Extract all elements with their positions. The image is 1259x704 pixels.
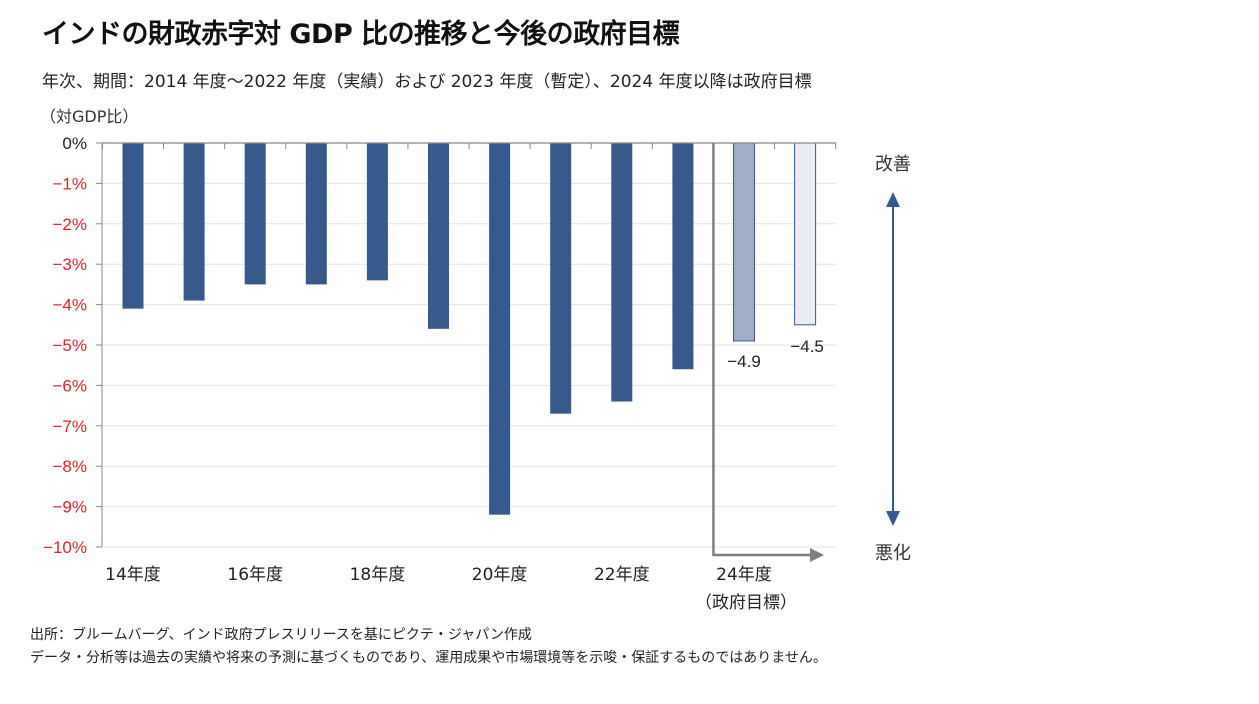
x-tick-label: 22年度: [594, 565, 650, 585]
source-note: 出所：ブルームバーグ、インド政府プレスリリースを基にピクテ・ジャパン作成: [30, 627, 532, 643]
y-tick-label: 0%: [62, 134, 87, 153]
bar-25年度: [794, 142, 817, 326]
y-axis-unit-label: （対GDP比）: [40, 107, 139, 126]
bar-21年度: [550, 143, 572, 414]
improve-label: 改善: [875, 154, 911, 175]
target-note-label: （政府目標）: [695, 593, 797, 613]
y-tick-label: −5%: [53, 336, 88, 355]
bar-19年度: [428, 143, 449, 329]
x-tick-label: 20年度: [472, 565, 528, 585]
y-tick-label: −9%: [53, 498, 88, 517]
x-tick-labels: 14年度 16年度 18年度 20年度 22年度 24年度: [105, 565, 772, 585]
x-tick-label: 16年度: [227, 565, 283, 585]
disclaimer-note: データ・分析等は過去の実績や将来の予測に基づくものであり、運用成果や市場環境等を…: [30, 650, 827, 666]
x-tick-label: 14年度: [105, 565, 161, 585]
x-tick-label: 18年度: [350, 565, 406, 585]
target-period-bracket: [712, 143, 812, 557]
y-tick-label: −7%: [53, 417, 88, 436]
data-label: −4.5: [790, 337, 824, 356]
worsen-label: 悪化: [875, 543, 911, 564]
target-period-arrowhead-icon: [810, 548, 824, 562]
bar-15年度: [183, 143, 205, 301]
chart-title: インドの財政赤字対 GDP 比の推移と今後の政府目標: [42, 19, 680, 50]
bar-20年度: [489, 143, 511, 515]
data-label: −4.9: [727, 352, 761, 371]
y-tick-label: −8%: [53, 457, 88, 476]
arrow-down-icon: [886, 511, 900, 526]
gridlines: [102, 182, 836, 548]
y-tick-label: −1%: [53, 174, 88, 193]
improve-worsen-arrow: 改善 悪化: [875, 154, 911, 564]
bar-16年度: [244, 143, 266, 285]
bar-18年度: [366, 143, 388, 281]
y-tick-label: −6%: [53, 376, 88, 395]
bars: [122, 142, 817, 515]
target-period-arrow: [712, 143, 824, 562]
bar-17年度: [305, 143, 327, 285]
bar-24年度: [733, 142, 755, 342]
y-tick-label: −3%: [53, 255, 88, 274]
chart-subtitle: 年次、期間：2014 年度～2022 年度（実績）および 2023 年度（暫定）…: [42, 72, 812, 92]
bar-14年度: [122, 143, 144, 309]
bar-22年度: [611, 143, 633, 402]
y-tick-label: −2%: [53, 215, 88, 234]
y-tick-labels: 0% −1% −2% −3% −4% −5% −6% −7% −8% −9% −10%: [43, 134, 87, 557]
y-tick-label: −10%: [43, 538, 87, 557]
data-labels: −4.9 −4.5: [727, 337, 824, 371]
x-tick-label: 24年度: [716, 565, 772, 585]
arrow-up-icon: [886, 192, 900, 207]
bar-23年度: [672, 143, 694, 370]
y-tick-label: −4%: [53, 296, 88, 315]
